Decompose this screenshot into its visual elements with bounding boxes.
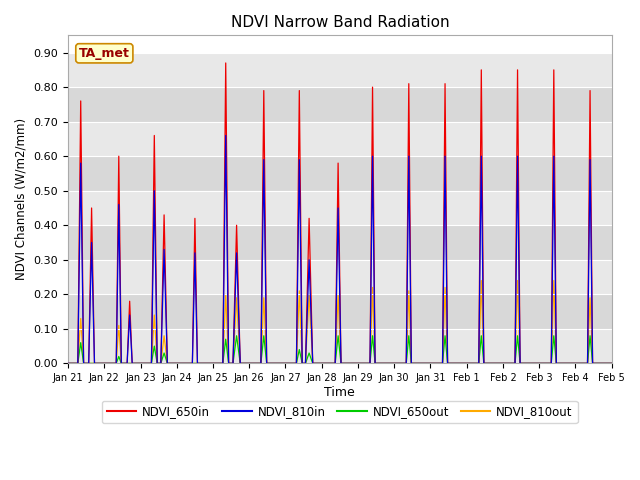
Bar [68,225,612,260]
X-axis label: Time: Time [324,386,355,399]
Bar [68,53,612,87]
Bar [68,191,612,225]
Bar [68,156,612,191]
Legend: NDVI_650in, NDVI_810in, NDVI_650out, NDVI_810out: NDVI_650in, NDVI_810in, NDVI_650out, NDV… [102,401,577,423]
Title: NDVI Narrow Band Radiation: NDVI Narrow Band Radiation [230,15,449,30]
Bar [68,260,612,294]
Bar [68,329,612,363]
Bar [68,87,612,121]
Bar [68,294,612,329]
Bar [68,121,612,156]
Text: TA_met: TA_met [79,47,130,60]
Y-axis label: NDVI Channels (W/m2/mm): NDVI Channels (W/m2/mm) [15,118,28,280]
